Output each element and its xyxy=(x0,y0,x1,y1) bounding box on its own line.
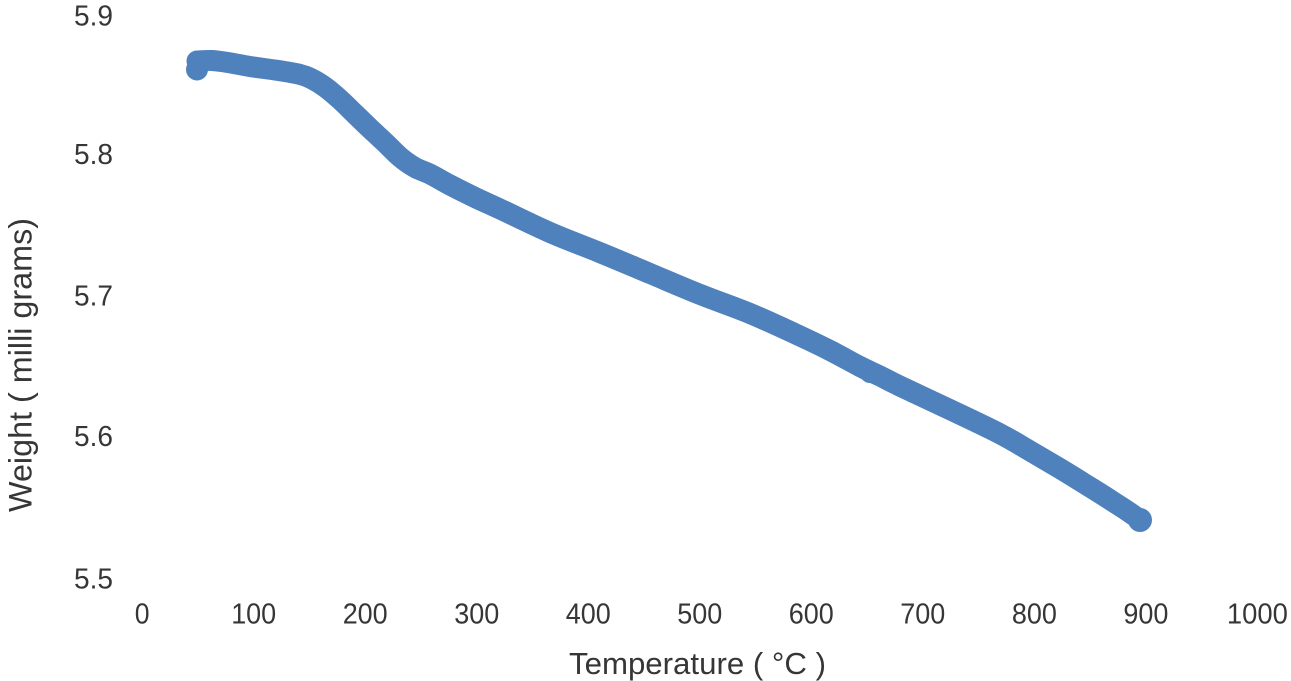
svg-text:500: 500 xyxy=(677,599,722,631)
svg-text:5.7: 5.7 xyxy=(74,280,113,312)
svg-text:5.5: 5.5 xyxy=(74,563,113,595)
svg-text:Weight ( milli grams): Weight ( milli grams) xyxy=(3,218,39,512)
svg-text:200: 200 xyxy=(343,599,388,631)
svg-text:700: 700 xyxy=(900,599,945,631)
svg-text:100: 100 xyxy=(231,599,276,631)
svg-text:600: 600 xyxy=(789,599,834,631)
svg-text:300: 300 xyxy=(454,599,499,631)
svg-text:800: 800 xyxy=(1012,599,1057,631)
svg-text:Temperature ( °C ): Temperature ( °C ) xyxy=(569,646,826,681)
svg-text:400: 400 xyxy=(566,599,611,631)
svg-text:5.6: 5.6 xyxy=(74,421,113,453)
svg-text:5.8: 5.8 xyxy=(74,139,113,171)
svg-text:0: 0 xyxy=(135,599,150,631)
svg-text:1000: 1000 xyxy=(1227,599,1288,631)
svg-text:5.9: 5.9 xyxy=(74,1,113,33)
svg-text:900: 900 xyxy=(1123,599,1168,631)
